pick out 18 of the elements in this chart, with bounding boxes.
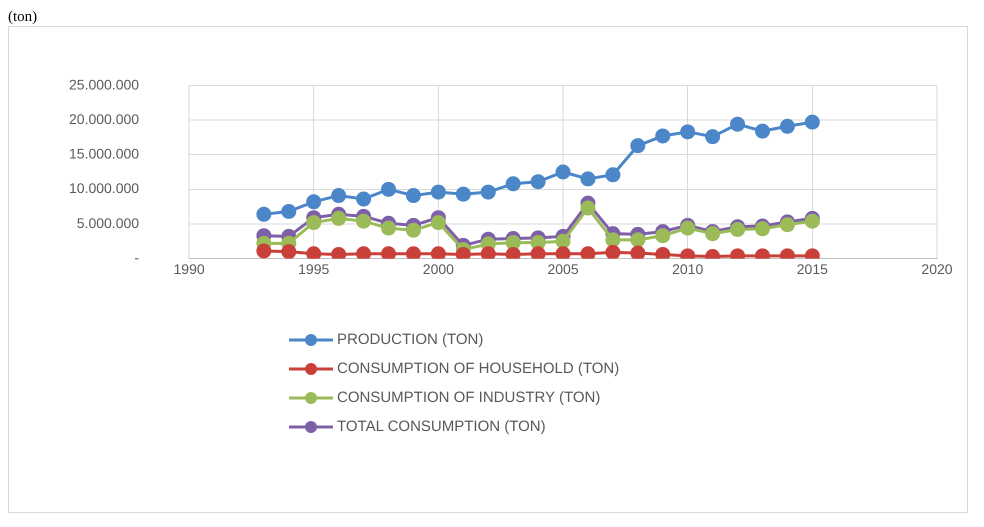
x-tick-label: 1990 — [173, 260, 205, 277]
legend-label: CONSUMPTION OF HOUSEHOLD (TON) — [337, 360, 620, 377]
y-tick-label: 5.000.000 — [76, 214, 140, 231]
y-axis-title: (ton) — [8, 8, 38, 26]
x-tick-label: 2000 — [422, 260, 454, 277]
x-tick-label: 1995 — [298, 260, 330, 277]
x-tick-label: 2010 — [672, 260, 704, 277]
y-tick-label: 15.000.000 — [68, 146, 140, 162]
y-tick-label: 25.000.000 — [68, 76, 140, 92]
y-tick-label: 20.000.000 — [68, 110, 140, 127]
x-tick-label: 2005 — [547, 260, 579, 277]
x-tick-label: 2020 — [921, 260, 953, 277]
legend-label: CONSUMPTION OF INDUSTRY (TON) — [337, 389, 600, 406]
y-tick-label: 10.000.000 — [68, 180, 140, 196]
legend-label: TOTAL CONSUMPTION (TON) — [337, 418, 546, 435]
legend-label: PRODUCTION (TON) — [337, 331, 484, 348]
y-tick-label: - — [134, 249, 140, 266]
x-tick-label: 2015 — [796, 260, 828, 277]
